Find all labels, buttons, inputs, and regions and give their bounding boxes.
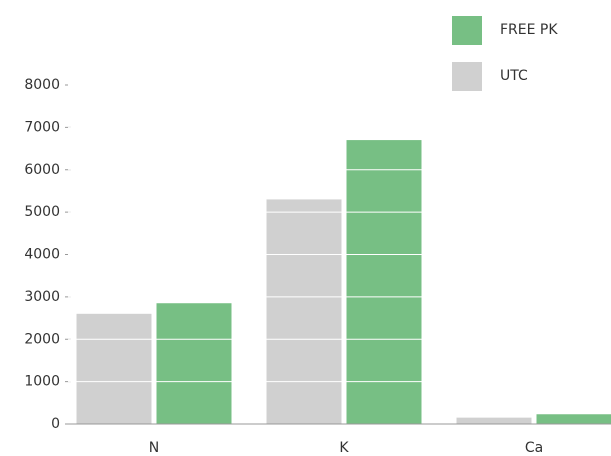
y-tick-label: 4000: [24, 247, 60, 263]
y-tick-label: 1000: [24, 374, 60, 390]
y-tick-label: 5000: [24, 204, 60, 220]
x-tick-label: K: [339, 440, 349, 456]
y-tick-label: 3000: [24, 289, 60, 305]
legend-label: FREE PK: [500, 22, 558, 38]
y-tick-label: 7000: [24, 119, 60, 135]
y-tick-label: 2000: [24, 331, 60, 347]
bar: [346, 140, 422, 424]
y-tick-label: 0: [51, 416, 60, 432]
legend-swatch: [452, 16, 482, 45]
x-tick-label: N: [149, 440, 159, 456]
bar: [156, 303, 232, 424]
bar: [456, 417, 532, 424]
bar: [266, 199, 342, 424]
legend-swatch: [452, 62, 482, 91]
bar: [536, 414, 611, 424]
x-tick-label: Ca: [525, 440, 543, 456]
bar: [76, 313, 152, 424]
y-tick-label: 6000: [24, 162, 60, 178]
y-tick-label: 8000: [24, 77, 60, 93]
legend-label: UTC: [500, 68, 528, 84]
